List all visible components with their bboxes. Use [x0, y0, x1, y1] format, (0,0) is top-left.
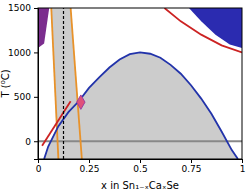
- x-tick-label: 0.5: [133, 164, 147, 174]
- y-tick-mark: [34, 97, 38, 98]
- y-tick-label: 0: [25, 137, 31, 147]
- x-tick-label: 0: [36, 164, 42, 174]
- y-tick: 1000: [8, 48, 38, 58]
- x-tick-label: 0.25: [79, 164, 99, 174]
- x-tick: 0.5: [133, 159, 147, 174]
- y-axis: 0 500 1000 1500: [8, 3, 38, 159]
- plot-area: [38, 8, 242, 159]
- y-axis-line: [34, 9, 39, 160]
- curve: [164, 8, 242, 52]
- region: [44, 8, 238, 159]
- y-tick-mark: [34, 52, 38, 53]
- y-tick-label: 500: [14, 92, 31, 102]
- x-tick-mark: [191, 159, 192, 163]
- frame: [38, 8, 242, 159]
- x-tick-label: 0.75: [181, 164, 201, 174]
- x-tick: 1: [240, 159, 246, 174]
- x-tick-mark: [242, 159, 243, 163]
- x-tick: 0.25: [79, 159, 99, 174]
- curve: [63, 8, 64, 159]
- x-tick-label: 1: [240, 164, 246, 174]
- y-tick: 500: [14, 92, 38, 102]
- x-tick: 0.75: [181, 159, 201, 174]
- marker: [77, 95, 85, 109]
- curve: [38, 140, 242, 142]
- y-tick-mark: [34, 8, 38, 9]
- y-tick-label: 1500: [8, 3, 31, 13]
- x-axis-line: [39, 160, 243, 164]
- y-tick: 1500: [8, 3, 38, 13]
- x-tick: 0: [36, 159, 42, 174]
- y-tick-label: 1000: [8, 48, 31, 58]
- chart: 0 0.25 0.5 0.75 1 0 500 1000 1500 x in Sn₁₋ₓCaₓSe…: [0, 0, 250, 195]
- y-axis-title: T (⁰C): [0, 69, 11, 98]
- x-tick-mark: [140, 159, 141, 163]
- y-tick-mark: [34, 141, 38, 142]
- curve: [42, 101, 71, 145]
- y-tick: 0: [25, 137, 38, 147]
- x-axis: 0 0.25 0.5 0.75 1: [36, 159, 246, 174]
- x-tick-mark: [89, 159, 90, 163]
- region: [38, 8, 49, 48]
- curve: [44, 52, 238, 159]
- curve: [71, 8, 82, 159]
- x-axis-title: x in Sn₁₋ₓCaₓSe: [101, 180, 179, 191]
